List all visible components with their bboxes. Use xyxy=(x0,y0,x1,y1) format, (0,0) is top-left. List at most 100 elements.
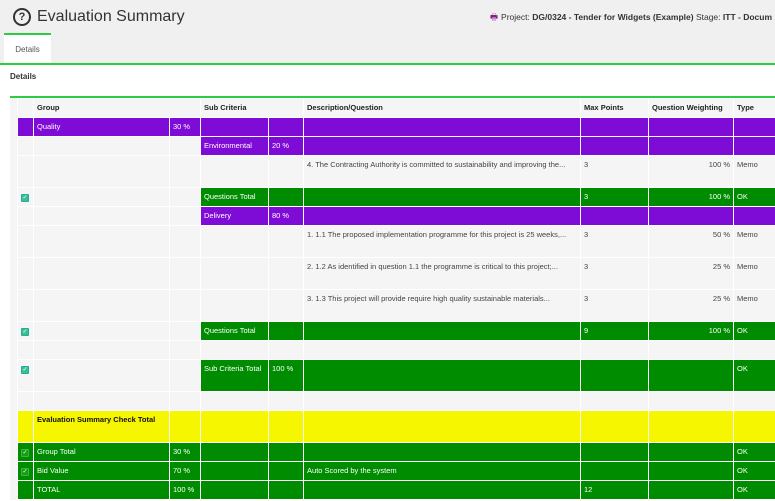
cell-description xyxy=(303,187,582,207)
cell-group-pct: 30 % xyxy=(169,442,201,462)
checkbox-checked-icon[interactable]: ✓ xyxy=(21,328,29,336)
cell-check xyxy=(17,391,34,411)
cell-group: Bid Value xyxy=(33,461,170,481)
help-circle-icon[interactable]: ? xyxy=(13,8,31,26)
cell-weighting xyxy=(648,410,735,443)
table-row: TOTAL 100 % 12 OK xyxy=(17,480,775,500)
cell-group xyxy=(33,289,170,322)
cell-sub-pct xyxy=(267,289,305,322)
cell-check xyxy=(17,206,34,226)
cell-description xyxy=(303,480,582,500)
cell-weighting: 25 % xyxy=(648,289,735,322)
stage-value: ITT - Docum xyxy=(722,12,772,22)
cell-description: 2. 1.2 As identified in question 1.1 the… xyxy=(303,257,582,290)
tab-details[interactable]: Details xyxy=(4,33,51,64)
cell-group xyxy=(33,206,170,226)
cell-sub-pct xyxy=(267,480,305,500)
checkbox-checked-icon[interactable]: ✓ xyxy=(21,366,29,374)
cell-sub-pct xyxy=(267,257,305,290)
cell-sub-criteria xyxy=(200,391,269,411)
col-max-points: Max Points xyxy=(580,98,650,118)
cell-check xyxy=(17,136,34,156)
table-row: Evaluation Summary Check Total xyxy=(17,410,775,443)
cell-group-pct xyxy=(169,225,201,258)
table-row: ✓ Sub Criteria Total 100 % OK xyxy=(17,359,775,392)
cell-sub-criteria xyxy=(200,340,269,360)
cell-group: TOTAL xyxy=(33,480,170,500)
col-sub-criteria: Sub Criteria xyxy=(199,98,305,118)
checkbox-checked-icon[interactable]: ✓ xyxy=(21,468,29,476)
cell-description: 1. 1.1 The proposed implementation progr… xyxy=(303,225,582,258)
cell-description xyxy=(303,136,582,156)
cell-max-points xyxy=(580,359,650,392)
page-header: ? Evaluation Summary xyxy=(13,8,185,26)
details-panel: Details Group Sub Criteria Description/Q… xyxy=(0,63,775,501)
table-row: ✓ Questions Total 9 100 % OK xyxy=(17,321,775,341)
cell-group: Evaluation Summary Check Total xyxy=(33,410,170,443)
cell-sub-pct xyxy=(267,442,305,462)
page-title: Evaluation Summary xyxy=(37,8,185,25)
cell-sub-pct xyxy=(267,410,305,443)
col-type: Type xyxy=(733,98,775,118)
cell-group: Quality xyxy=(33,117,170,137)
cell-type: Memo xyxy=(733,225,775,258)
printer-icon[interactable]: 🖶 xyxy=(490,12,499,22)
checkbox-checked-icon[interactable]: ✓ xyxy=(21,449,29,457)
panel-title: Details xyxy=(10,72,37,81)
cell-max-points xyxy=(580,391,650,411)
cell-type: OK xyxy=(733,480,775,500)
cell-weighting xyxy=(648,136,735,156)
cell-weighting xyxy=(648,117,735,137)
cell-type xyxy=(733,391,775,411)
table-row: 4. The Contracting Authority is committe… xyxy=(17,155,775,188)
cell-max-points: 3 xyxy=(580,187,650,207)
cell-weighting xyxy=(648,461,735,481)
table-row xyxy=(17,391,775,411)
cell-description: 3. 1.3 This project will provide require… xyxy=(303,289,582,322)
cell-group-pct xyxy=(169,321,201,341)
cell-sub-pct xyxy=(267,225,305,258)
cell-weighting: 100 % xyxy=(648,321,735,341)
cell-group-pct: 30 % xyxy=(169,117,201,137)
cell-check xyxy=(17,117,34,137)
table-row: Delivery 80 % xyxy=(17,206,775,226)
cell-weighting xyxy=(648,442,735,462)
evaluation-table: Group Sub Criteria Description/Question … xyxy=(17,98,775,500)
cell-max-points: 3 xyxy=(580,257,650,290)
cell-check xyxy=(17,257,34,290)
cell-weighting xyxy=(648,359,735,392)
cell-sub-criteria xyxy=(200,257,269,290)
cell-description xyxy=(303,340,582,360)
cell-check: ✓ xyxy=(17,442,34,462)
table-row xyxy=(17,340,775,360)
cell-sub-pct xyxy=(267,461,305,481)
cell-max-points xyxy=(580,442,650,462)
cell-description: Auto Scored by the system xyxy=(303,461,582,481)
cell-description: 4. The Contracting Authority is committe… xyxy=(303,155,582,188)
cell-weighting: 50 % xyxy=(648,225,735,258)
cell-group xyxy=(33,359,170,392)
cell-group-pct xyxy=(169,410,201,443)
cell-max-points xyxy=(580,136,650,156)
cell-weighting xyxy=(648,340,735,360)
cell-description xyxy=(303,359,582,392)
cell-sub-pct xyxy=(267,155,305,188)
cell-check xyxy=(17,225,34,258)
cell-group: Group Total xyxy=(33,442,170,462)
cell-type: Memo xyxy=(733,289,775,322)
cell-max-points: 3 xyxy=(580,289,650,322)
cell-weighting: 25 % xyxy=(648,257,735,290)
cell-group-pct xyxy=(169,187,201,207)
cell-group-pct: 100 % xyxy=(169,480,201,500)
cell-group xyxy=(33,340,170,360)
cell-group-pct xyxy=(169,359,201,392)
cell-sub-criteria xyxy=(200,461,269,481)
checkbox-checked-icon[interactable]: ✓ xyxy=(21,194,29,202)
cell-group xyxy=(33,257,170,290)
cell-sub-criteria: Questions Total xyxy=(200,187,269,207)
cell-group xyxy=(33,225,170,258)
cell-sub-criteria: Questions Total xyxy=(200,321,269,341)
cell-group-pct xyxy=(169,257,201,290)
table-row: ✓ Group Total 30 % OK xyxy=(17,442,775,462)
cell-check: ✓ xyxy=(17,461,34,481)
